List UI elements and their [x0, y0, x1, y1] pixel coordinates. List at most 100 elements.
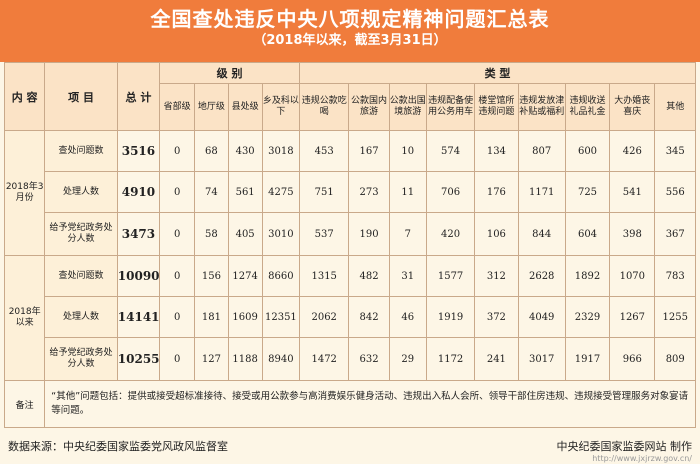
type-cell: 541: [609, 171, 656, 213]
type-col-header: 违规发放津补贴或福利: [517, 83, 566, 131]
type-cell: 10: [388, 130, 427, 172]
summary-table: 内 容 项 目 总 计 级 别 类 型 省部级 地厅级 县处级 乡及科以下 违规公款吃喝…: [3, 62, 696, 428]
level-cell: 181: [194, 296, 229, 338]
watermark: http://www.jxjrzw.gov.cn/: [592, 454, 692, 463]
level-cell: 3010: [261, 212, 301, 256]
level-col-header: 县处级: [227, 83, 263, 131]
row-total: 3516: [116, 130, 161, 172]
level-cell: 0: [159, 337, 196, 381]
level-cell: 12351: [261, 296, 301, 338]
level-cell: 74: [194, 171, 229, 213]
type-cell: 372: [474, 296, 519, 338]
type-cell: 2062: [299, 296, 350, 338]
level-cell: 405: [227, 212, 263, 256]
table-row: 给予党纪政务处分人数 10255 0 127 1188 8940 1472 632 29 1172…: [5, 337, 696, 381]
type-cell: 751: [299, 171, 350, 213]
type-cell: 46: [388, 296, 427, 338]
type-cell: 604: [564, 212, 611, 256]
type-cell: 2628: [517, 255, 566, 297]
type-cell: 807: [517, 130, 566, 172]
type-cell: 632: [348, 337, 390, 381]
type-cell: 600: [564, 130, 611, 172]
type-cell: 11: [388, 171, 427, 213]
type-cell: 1171: [517, 171, 566, 213]
row-total: 4910: [116, 171, 161, 213]
data-source: 数据来源：中央纪委国家监委党风政风监督室: [8, 440, 228, 453]
type-cell: 706: [425, 171, 476, 213]
level-cell: 1188: [227, 337, 263, 381]
group-label: 2018年3月份: [3, 130, 46, 256]
level-cell: 1274: [227, 255, 263, 297]
page-subtitle: （2018年以来，截至3月31日）: [253, 33, 447, 48]
type-cell: 1255: [654, 296, 696, 338]
type-cell: 725: [564, 171, 611, 213]
producer: 中央纪委国家监委网站 制作: [556, 440, 693, 453]
type-col-header: 大办婚丧喜庆: [609, 83, 656, 131]
type-cell: 537: [299, 212, 350, 256]
type-cell: 31: [388, 255, 427, 297]
level-cell: 561: [227, 171, 263, 213]
type-col-header: 公款出国境旅游: [388, 83, 427, 131]
type-cell: 273: [348, 171, 390, 213]
type-group-header: 类 型: [299, 62, 696, 84]
table-row: 处理人数 14141 0 181 1609 12351 2062 842 46 1919 372 40…: [5, 296, 696, 338]
level-cell: 127: [194, 337, 229, 381]
type-cell: 1577: [425, 255, 476, 297]
type-col-header: 违规配备使用公务用车: [425, 83, 476, 131]
type-cell: 167: [348, 130, 390, 172]
level-col-header: 地厅级: [194, 83, 229, 131]
row-item-label: 给予党纪政务处分人数: [44, 212, 118, 256]
type-cell: 2329: [564, 296, 611, 338]
level-cell: 3018: [261, 130, 301, 172]
type-col-header: 公款国内旅游: [348, 83, 390, 131]
type-cell: 426: [609, 130, 656, 172]
type-col-header: 违规公款吃喝: [299, 83, 350, 131]
table-row: 给予党纪政务处分人数 3473 0 58 405 3010 537 190 7 420 106 844…: [5, 212, 696, 256]
type-cell: 1172: [425, 337, 476, 381]
type-cell: 1070: [609, 255, 656, 297]
type-cell: 556: [654, 171, 696, 213]
remark-label: 备注: [3, 380, 46, 428]
type-cell: 1472: [299, 337, 350, 381]
type-cell: 367: [654, 212, 696, 256]
total-header: 总 计: [116, 62, 161, 131]
type-cell: 345: [654, 130, 696, 172]
type-cell: 106: [474, 212, 519, 256]
corner-header: 内 容: [3, 62, 46, 131]
level-cell: 0: [159, 171, 196, 213]
type-cell: 4049: [517, 296, 566, 338]
level-col-header: 省部级: [159, 83, 196, 131]
group-label: 2018年以来: [3, 255, 46, 381]
type-cell: 3017: [517, 337, 566, 381]
type-cell: 398: [609, 212, 656, 256]
type-cell: 1919: [425, 296, 476, 338]
table-row: 2018年3月份 查处问题数 3516 0 68 430 3018 453 167 10 574 13…: [3, 130, 696, 256]
table-row: 处理人数 4910 0 74 561 4275 751 273 11 706 176 1171 725 5…: [5, 171, 696, 213]
type-cell: 190: [348, 212, 390, 256]
type-cell: 574: [425, 130, 476, 172]
level-cell: 0: [159, 255, 196, 297]
level-cell: 8660: [261, 255, 301, 297]
type-cell: 7: [388, 212, 427, 256]
type-col-header: 其他: [654, 83, 696, 131]
row-item-label: 查处问题数: [44, 130, 118, 172]
type-cell: 966: [609, 337, 656, 381]
type-cell: 1315: [299, 255, 350, 297]
level-cell: 156: [194, 255, 229, 297]
type-cell: 482: [348, 255, 390, 297]
type-col-header: 楼堂馆所违规问题: [474, 83, 519, 131]
table-row: 2018年以来 查处问题数 10090 0 156 1274 8660 1315 482 31 15…: [3, 255, 696, 381]
type-cell: 842: [348, 296, 390, 338]
type-cell: 783: [654, 255, 696, 297]
level-cell: 0: [159, 130, 196, 172]
page-title: 全国查处违反中央八项规定精神问题汇总表: [150, 7, 550, 31]
level-group-header: 级 别: [159, 62, 301, 84]
level-col-header: 乡及科以下: [261, 83, 301, 131]
type-cell: 29: [388, 337, 427, 381]
level-cell: 0: [159, 212, 196, 256]
remark-text: “其他”问题包括：提供或接受超标准接待、接受或用公款参与高消费娱乐健身活动、违规…: [44, 380, 696, 428]
type-cell: 1892: [564, 255, 611, 297]
type-cell: 134: [474, 130, 519, 172]
row-total: 14141: [116, 296, 161, 338]
